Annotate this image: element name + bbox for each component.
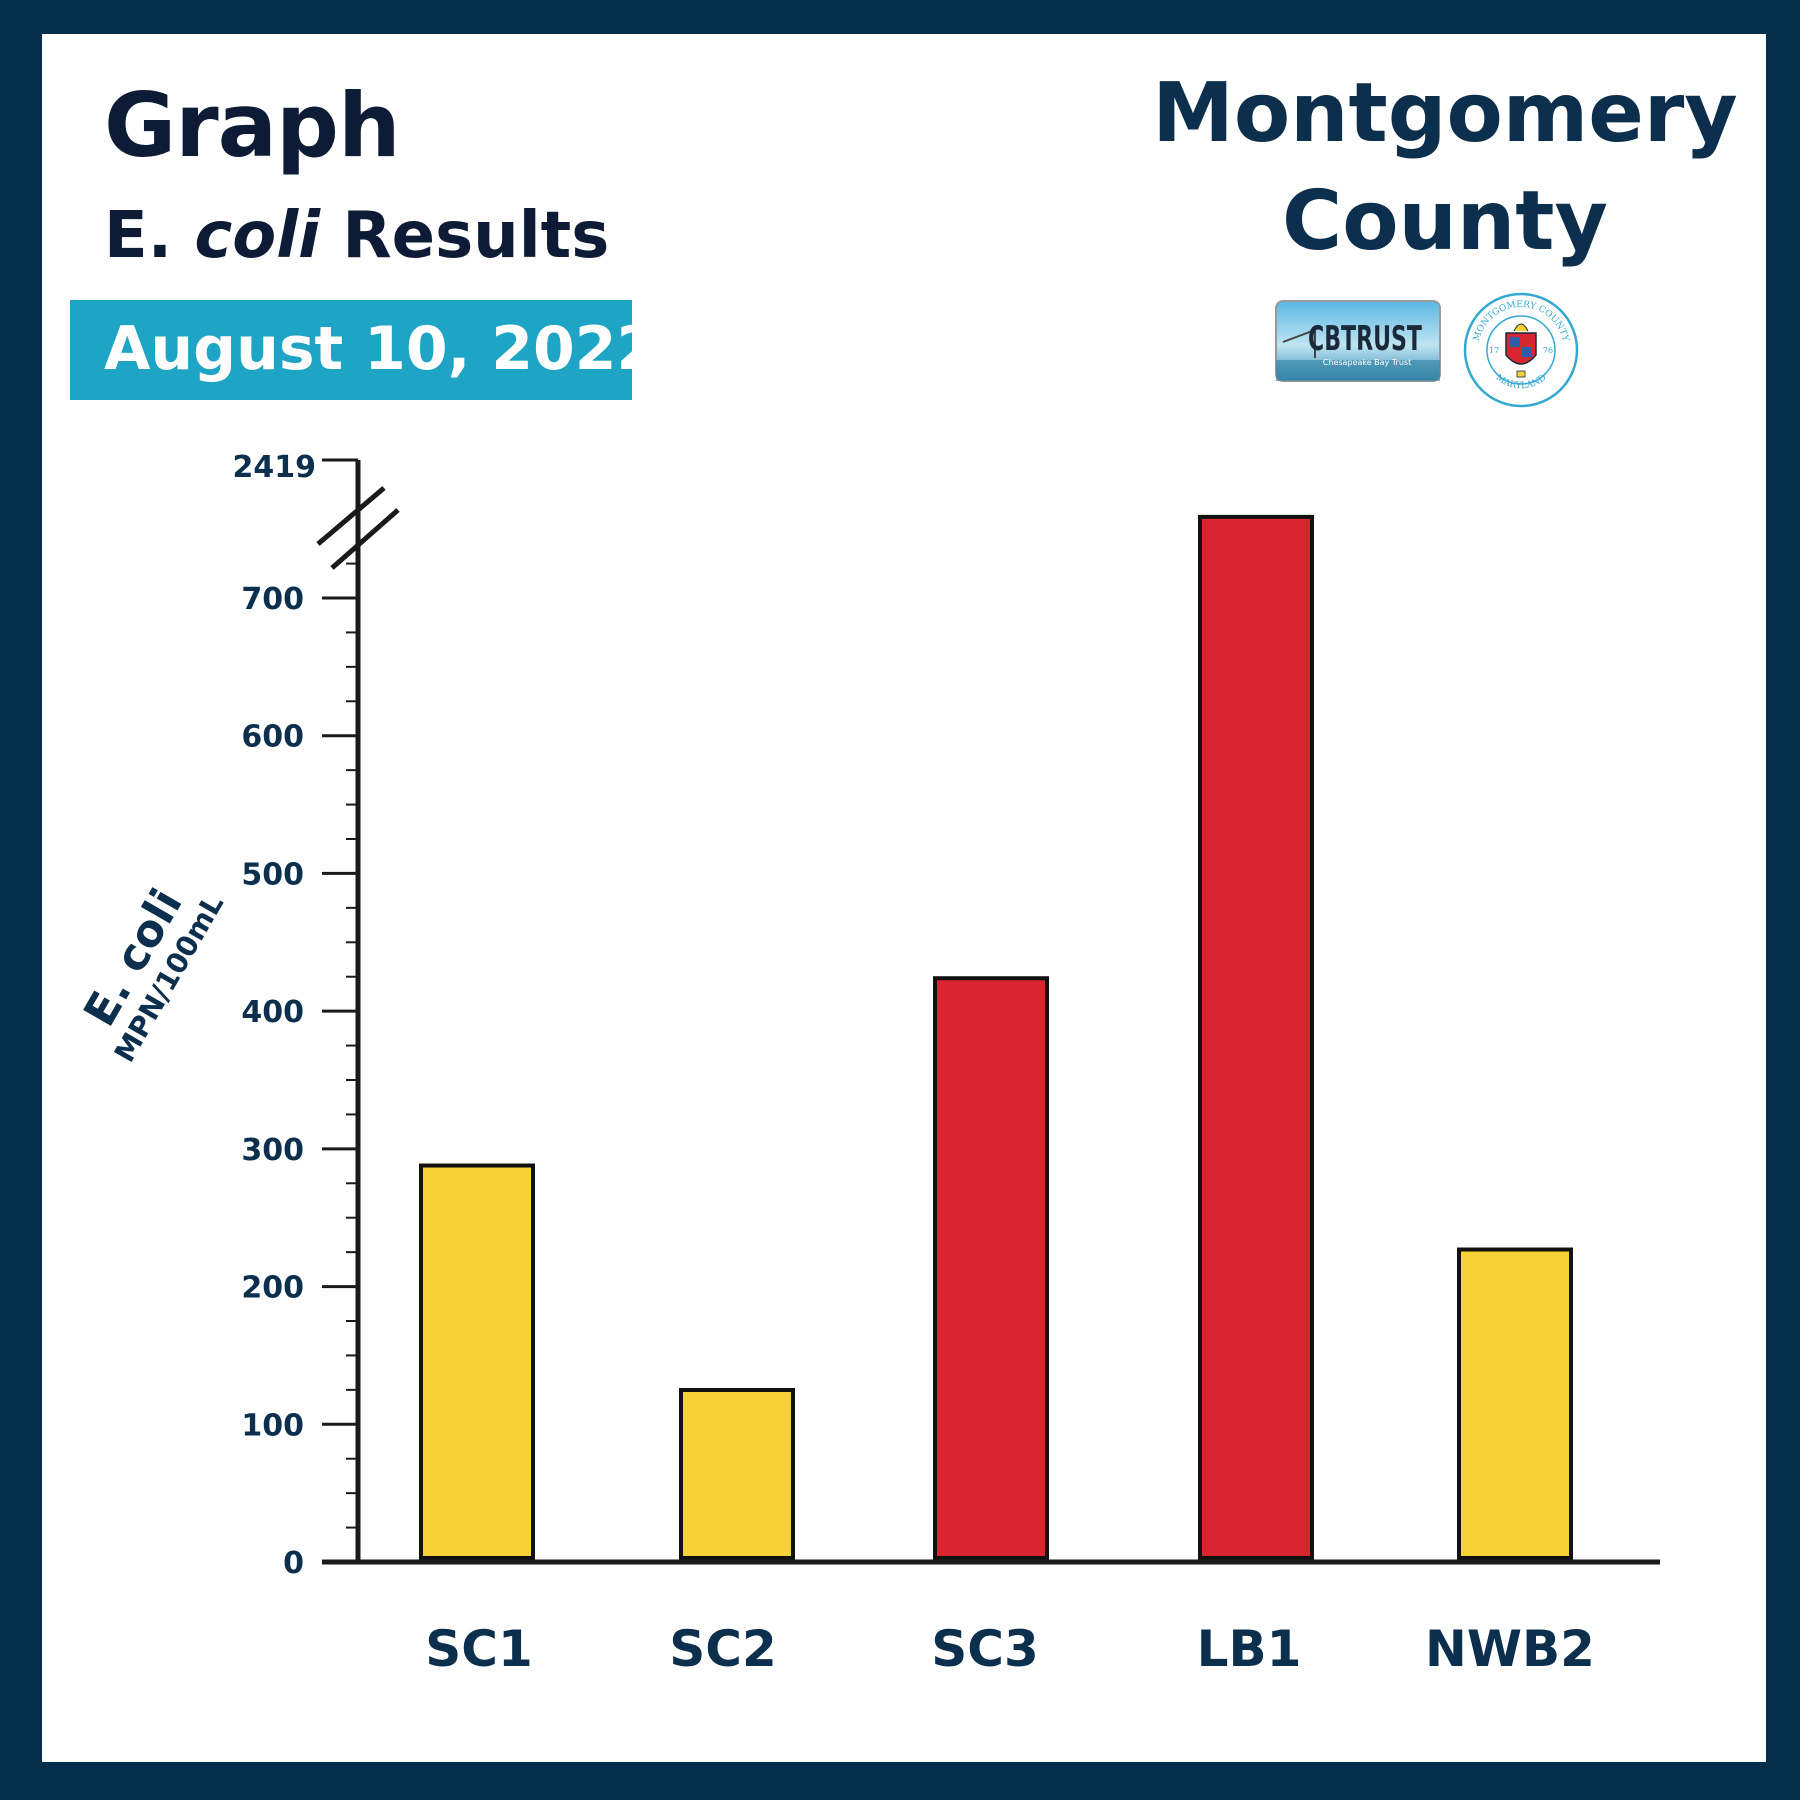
bar-sc3 xyxy=(933,976,1049,1560)
y-tick-label: 300 xyxy=(241,1133,304,1168)
x-tick-label-sc2: SC2 xyxy=(669,1620,777,1678)
bar-nwb2 xyxy=(1457,1247,1573,1561)
x-axis-labels: SC1 SC2 SC3 LB1 NWB2 xyxy=(425,1620,1595,1678)
date-badge: August 10, 2022 xyxy=(70,300,658,400)
axis-break-mark-1 xyxy=(316,486,386,546)
subtitle-suffix: Results xyxy=(320,199,610,273)
subtitle-italic: coli xyxy=(194,199,321,273)
y-tick-label: 600 xyxy=(241,720,304,755)
y-tick-label: 500 xyxy=(241,857,304,892)
seal-year-right: 76 xyxy=(1543,346,1553,355)
seal-year-left: 17 xyxy=(1489,346,1499,355)
cbtrust-logo: CBTRUST Chesapeake Bay Trust xyxy=(1275,300,1441,382)
county-name: Montgomery County xyxy=(1152,66,1738,270)
x-tick-label-lb1: LB1 xyxy=(1197,1620,1302,1678)
graph-title: Graph xyxy=(104,74,401,177)
y-tick-label: 400 xyxy=(241,995,304,1030)
x-tick-label-nwb2: NWB2 xyxy=(1425,1620,1595,1678)
bars xyxy=(419,514,1573,1561)
date-text: August 10, 2022 xyxy=(104,314,659,384)
y-tick-label: 100 xyxy=(241,1408,304,1443)
cbtrust-logo-subtext: Chesapeake Bay Trust xyxy=(1323,358,1411,367)
y-axis-ticks: 0 100 200 300 400 500 600 700 xyxy=(241,562,358,1581)
y-tick-label: 0 xyxy=(283,1546,304,1581)
y-tick-label: 200 xyxy=(241,1271,304,1306)
bar-sc2 xyxy=(679,1387,795,1560)
y-break-label: 2419 xyxy=(233,450,317,485)
subtitle-prefix: E. xyxy=(104,199,195,273)
x-tick-label-sc1: SC1 xyxy=(425,1620,533,1678)
x-tick-label-sc3: SC3 xyxy=(931,1620,1039,1678)
bar-sc1 xyxy=(419,1163,535,1560)
y-axis-label: E. coli MPN/100mL xyxy=(74,881,230,1068)
montgomery-county-seal: MONTGOMERY COUNTY MARYLAND 17 76 xyxy=(1463,292,1579,408)
bar-lb1 xyxy=(1198,514,1314,1560)
y-tick-label: 700 xyxy=(241,582,304,617)
cbtrust-logo-text: CBTRUST xyxy=(1308,319,1423,359)
axis-break-mark-2 xyxy=(330,508,400,570)
graph-subtitle: E. coli Results xyxy=(104,204,609,268)
